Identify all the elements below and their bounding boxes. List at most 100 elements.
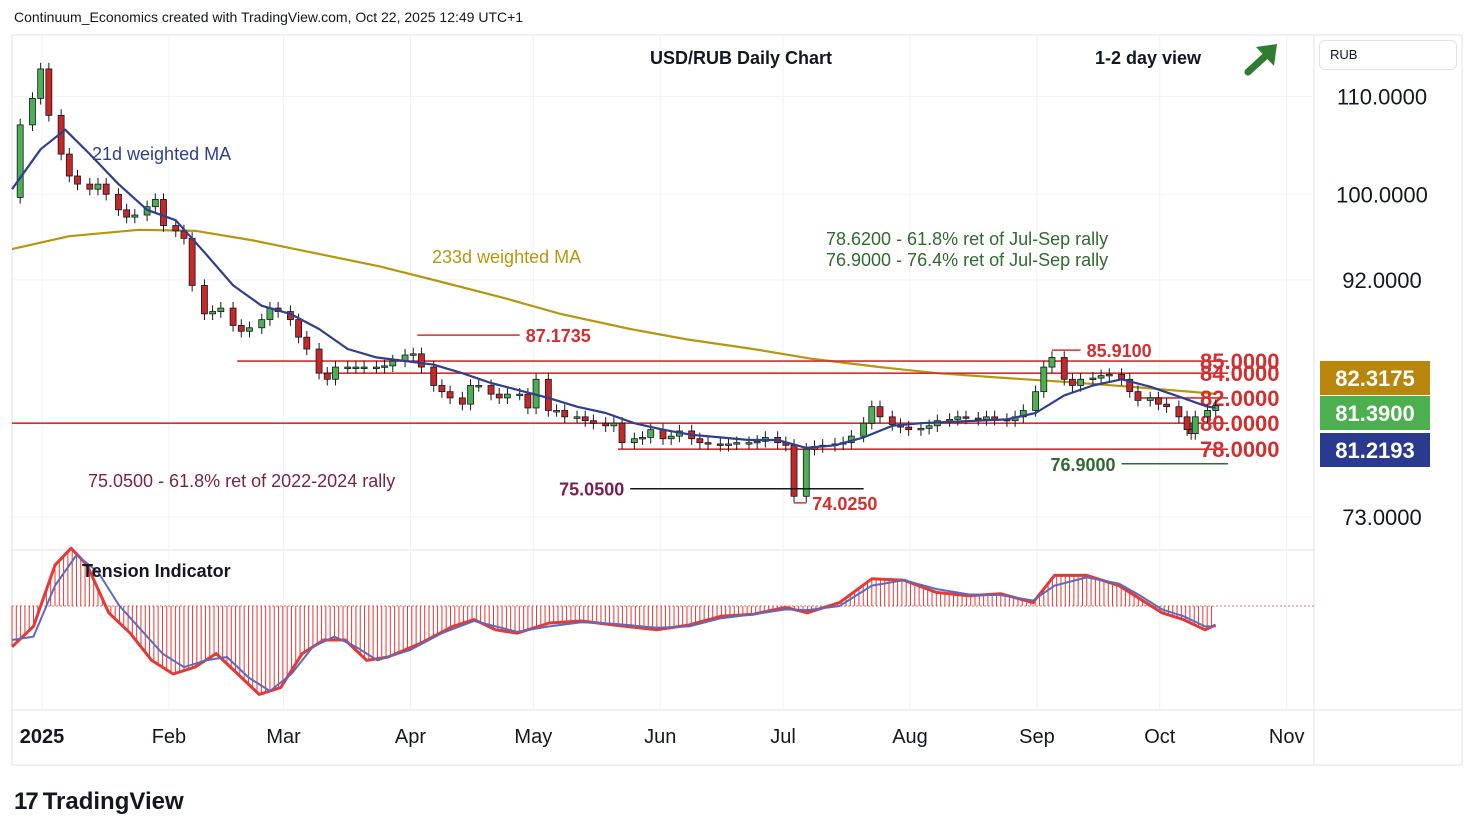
candle-body-56 [544,378,552,411]
marked-label-3: 74.0250 [812,494,877,514]
time-label-3: Apr [395,726,426,748]
candle-body-37 [360,366,368,369]
marked-points-layer: 87.1735 85.9100 75.0500 74.0250 76.9000 [417,326,1229,514]
candle-body-63 [610,422,618,427]
candle-body-33 [323,372,331,380]
level-label-4: 78.0000 [1200,437,1280,462]
annotation-78-62: 78.6200 - 61.8% ret of Jul-Sep rally [826,229,1108,249]
candle-body-47 [458,397,466,405]
candle-body-45 [438,385,446,393]
marked-label-2: 75.0500 [559,480,624,500]
candle-body-101 [974,417,982,421]
candle-body-46 [446,391,454,399]
candle-body-2 [29,98,36,126]
candle-body-114 [1097,375,1105,379]
candle-body-20 [201,285,208,315]
candle-body-9 [94,183,102,190]
marked-label-4: 76.9000 [1050,455,1115,475]
time-label-0: 2025 [20,726,65,748]
candle-body-35 [344,366,352,369]
candle-body-122 [1175,406,1183,418]
candles-layer [16,62,1220,503]
candle-body-109 [1048,357,1056,368]
annotation-75-05: 75.0500 - 61.8% ret of 2022-2024 rally [88,471,395,491]
candle-body-6 [65,153,73,177]
candle-body-7 [74,175,81,185]
price-tick-2: 92.0000 [1342,268,1422,293]
candle-body-11 [115,193,122,211]
indicator-layer [10,546,1314,696]
candle-body-75 [725,443,732,446]
candle-body-13 [131,214,139,218]
candle-body-92 [888,416,896,425]
candle-body-117 [1126,378,1134,393]
candle-body-113 [1089,377,1097,380]
candle-body-54 [524,393,532,409]
candle-body-23 [229,307,237,326]
time-label-4: May [514,726,552,748]
price-badge-0 [1320,361,1430,395]
time-label-9: Oct [1144,726,1176,748]
candle-body-52 [504,393,511,399]
candle-body-25 [246,327,253,332]
price-badge-1 [1320,396,1430,430]
candle-body-24 [237,325,245,332]
candle-body-36 [352,366,360,369]
time-label-7: Aug [892,726,928,748]
candle-body-39 [381,365,388,368]
candle-body-125 [1191,416,1199,434]
candle-body-51 [495,393,503,399]
tradingview-logo[interactable]: 17 TradingView [14,788,184,816]
tradingview-wordmark: TradingView [42,788,184,815]
candle-body-12 [123,209,131,218]
price-badge-label-0: 82.3175 [1335,366,1415,391]
level-label-0: 85.0000 [1200,349,1280,374]
level-label-3: 80.0000 [1200,411,1280,436]
candle-body-99 [954,416,962,420]
time-label-8: Sep [1019,726,1055,748]
candle-body-102 [983,416,990,420]
candle-body-50 [487,385,495,395]
candle-body-83 [802,448,810,497]
arrow-up-right-icon [1244,44,1277,76]
price-badge-label-2: 81.2193 [1335,438,1415,463]
ma-21-line [11,128,1216,449]
candle-body-61 [589,420,597,424]
candle-body-126 [1204,410,1211,418]
candle-body-32 [315,348,323,374]
annotation-76-90: 76.9000 - 76.4% ret of Jul-Sep rally [826,250,1108,270]
price-tick-0: 110.0000 [1337,85,1427,110]
price-tick-3: 73.0000 [1342,505,1422,530]
candle-body-69 [667,435,675,440]
candle-body-72 [696,438,704,444]
candle-body-42 [409,353,417,356]
candle-body-38 [372,366,380,369]
candle-body-100 [962,416,970,419]
candle-body-43 [418,353,425,368]
time-label-2: Mar [266,726,301,748]
price-tick-1: 100.0000 [1336,182,1428,207]
candle-body-10 [102,183,110,195]
candle-body-108 [1040,366,1048,393]
candle-body-19 [188,237,196,286]
tradingview-logo-mark: 17 [14,788,39,815]
candle-body-66 [639,437,646,440]
candle-body-1 [16,124,24,198]
candle-body-3 [37,68,45,99]
candle-body-65 [630,438,638,444]
currency-selector[interactable]: RUB [1319,40,1457,70]
time-label-10: Nov [1269,726,1305,748]
candle-body-94 [905,426,913,431]
marked-label-1: 85.9100 [1087,341,1152,361]
price-axis: 110.0000 100.0000 92.0000 73.0000 82.3175 81.… [1320,85,1430,530]
level-label-1: 84.0000 [1200,361,1280,386]
candle-body-15 [151,199,159,208]
candle-body-30 [295,319,303,338]
candle-body-73 [704,442,712,445]
candle-body-53 [516,393,524,397]
candle-body-49 [475,385,483,388]
view-label: 1-2 day view [1095,48,1202,68]
candle-body-60 [581,416,589,422]
